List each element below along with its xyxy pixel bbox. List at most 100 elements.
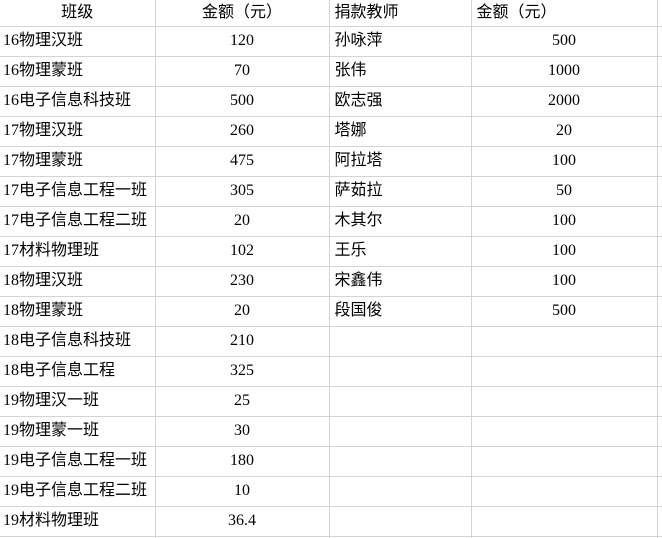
table-row: 18电子信息科技班 210 <box>0 325 662 357</box>
cell-class-amount[interactable]: 20 <box>154 205 330 237</box>
cell-teacher[interactable] <box>328 445 472 477</box>
cell-filler[interactable] <box>656 115 662 147</box>
cell-class[interactable]: 17物理汉班 <box>0 115 156 147</box>
cell-class[interactable]: 19电子信息工程二班 <box>0 475 156 507</box>
cell-teacher[interactable]: 孙咏萍 <box>328 25 472 57</box>
cell-filler[interactable] <box>656 55 662 87</box>
cell-class-amount[interactable]: 36.4 <box>154 505 330 537</box>
header-row: 班级 金额（元） 捐款教师 金额（元） <box>0 0 662 27</box>
cell-class[interactable]: 16电子信息科技班 <box>0 85 156 117</box>
cell-teacher-amount[interactable]: 500 <box>470 295 658 327</box>
cell-class-amount[interactable]: 325 <box>154 355 330 387</box>
cell-filler[interactable] <box>656 265 662 297</box>
cell-class[interactable]: 17材料物理班 <box>0 235 156 267</box>
cell-teacher[interactable]: 王乐 <box>328 235 472 267</box>
cell-filler[interactable] <box>656 355 662 387</box>
table-row: 18物理蒙班 20 段国俊 500 <box>0 295 662 327</box>
cell-class-amount[interactable]: 260 <box>154 115 330 147</box>
cell-teacher-amount[interactable]: 1000 <box>470 55 658 87</box>
cell-class-amount[interactable]: 305 <box>154 175 330 207</box>
cell-class[interactable]: 19材料物理班 <box>0 505 156 537</box>
cell-class[interactable]: 16物理蒙班 <box>0 55 156 87</box>
cell-teacher[interactable]: 木其尔 <box>328 205 472 237</box>
cell-class[interactable]: 18电子信息科技班 <box>0 325 156 357</box>
cell-teacher[interactable] <box>328 385 472 417</box>
cell-teacher-amount[interactable] <box>470 415 658 447</box>
cell-teacher[interactable]: 张伟 <box>328 55 472 87</box>
cell-teacher-amount[interactable] <box>470 355 658 387</box>
cell-filler[interactable] <box>656 475 662 507</box>
cell-filler[interactable] <box>656 25 662 57</box>
table-row: 17电子信息工程一班 305 萨茹拉 50 <box>0 175 662 207</box>
cell-filler[interactable] <box>656 295 662 327</box>
cell-class-amount[interactable]: 210 <box>154 325 330 357</box>
cell-class[interactable]: 16物理汉班 <box>0 25 156 57</box>
table-row: 16物理蒙班 70 张伟 1000 <box>0 55 662 87</box>
cell-filler[interactable] <box>656 385 662 417</box>
cell-teacher-amount[interactable] <box>470 325 658 357</box>
cell-filler[interactable] <box>656 415 662 447</box>
cell-teacher-amount[interactable] <box>470 475 658 507</box>
cell-filler[interactable] <box>656 235 662 267</box>
cell-teacher-amount[interactable]: 50 <box>470 175 658 207</box>
cell-teacher[interactable]: 阿拉塔 <box>328 145 472 177</box>
header-teacher[interactable]: 捐款教师 <box>328 0 472 27</box>
header-filler-cell[interactable] <box>656 0 662 27</box>
cell-teacher-amount[interactable]: 100 <box>470 235 658 267</box>
cell-class[interactable]: 17电子信息工程一班 <box>0 175 156 207</box>
cell-teacher-amount[interactable]: 500 <box>470 25 658 57</box>
cell-class[interactable]: 19物理汉一班 <box>0 385 156 417</box>
header-class[interactable]: 班级 <box>0 0 156 27</box>
cell-class-amount[interactable]: 102 <box>154 235 330 267</box>
cell-filler[interactable] <box>656 205 662 237</box>
cell-class[interactable]: 19电子信息工程一班 <box>0 445 156 477</box>
cell-class-amount[interactable]: 500 <box>154 85 330 117</box>
cell-filler[interactable] <box>656 85 662 117</box>
cell-teacher-amount[interactable]: 100 <box>470 265 658 297</box>
cell-class-amount[interactable]: 25 <box>154 385 330 417</box>
table-row: 16电子信息科技班 500 欧志强 2000 <box>0 85 662 117</box>
cell-class-amount[interactable]: 475 <box>154 145 330 177</box>
cell-teacher-amount[interactable] <box>470 505 658 537</box>
cell-teacher[interactable] <box>328 505 472 537</box>
cell-class-amount[interactable]: 180 <box>154 445 330 477</box>
empty-cell[interactable] <box>656 535 662 538</box>
header-teacher-amount[interactable]: 金额（元） <box>470 0 658 27</box>
cell-teacher-amount[interactable]: 100 <box>470 145 658 177</box>
cell-filler[interactable] <box>656 505 662 537</box>
cell-filler[interactable] <box>656 445 662 477</box>
cell-teacher-amount[interactable] <box>470 385 658 417</box>
cell-teacher[interactable] <box>328 415 472 447</box>
cell-class-amount[interactable]: 20 <box>154 295 330 327</box>
header-class-amount[interactable]: 金额（元） <box>154 0 330 27</box>
cell-class-amount[interactable]: 30 <box>154 415 330 447</box>
cell-filler[interactable] <box>656 145 662 177</box>
cell-class[interactable]: 18物理蒙班 <box>0 295 156 327</box>
cell-teacher[interactable] <box>328 325 472 357</box>
cell-filler[interactable] <box>656 175 662 207</box>
cell-teacher[interactable]: 塔娜 <box>328 115 472 147</box>
cell-teacher-amount[interactable]: 100 <box>470 205 658 237</box>
cell-teacher[interactable] <box>328 355 472 387</box>
cell-teacher-amount[interactable]: 20 <box>470 115 658 147</box>
cell-teacher[interactable]: 宋鑫伟 <box>328 265 472 297</box>
cell-class[interactable]: 17物理蒙班 <box>0 145 156 177</box>
cell-class-amount[interactable]: 120 <box>154 25 330 57</box>
cell-teacher-amount[interactable] <box>470 445 658 477</box>
cell-teacher-amount[interactable]: 2000 <box>470 85 658 117</box>
cell-filler[interactable] <box>656 325 662 357</box>
cell-teacher[interactable]: 欧志强 <box>328 85 472 117</box>
cell-class-amount[interactable]: 70 <box>154 55 330 87</box>
table-row: 18电子信息工程 325 <box>0 355 662 387</box>
cell-teacher[interactable]: 段国俊 <box>328 295 472 327</box>
cell-class-amount[interactable]: 10 <box>154 475 330 507</box>
cell-class-amount[interactable]: 230 <box>154 265 330 297</box>
cell-class[interactable]: 19物理蒙一班 <box>0 415 156 447</box>
cell-teacher[interactable] <box>328 475 472 507</box>
cell-teacher[interactable]: 萨茹拉 <box>328 175 472 207</box>
cell-class[interactable]: 18物理汉班 <box>0 265 156 297</box>
table-row: 19电子信息工程一班 180 <box>0 445 662 477</box>
cell-class[interactable]: 18电子信息工程 <box>0 355 156 387</box>
cell-class[interactable]: 17电子信息工程二班 <box>0 205 156 237</box>
